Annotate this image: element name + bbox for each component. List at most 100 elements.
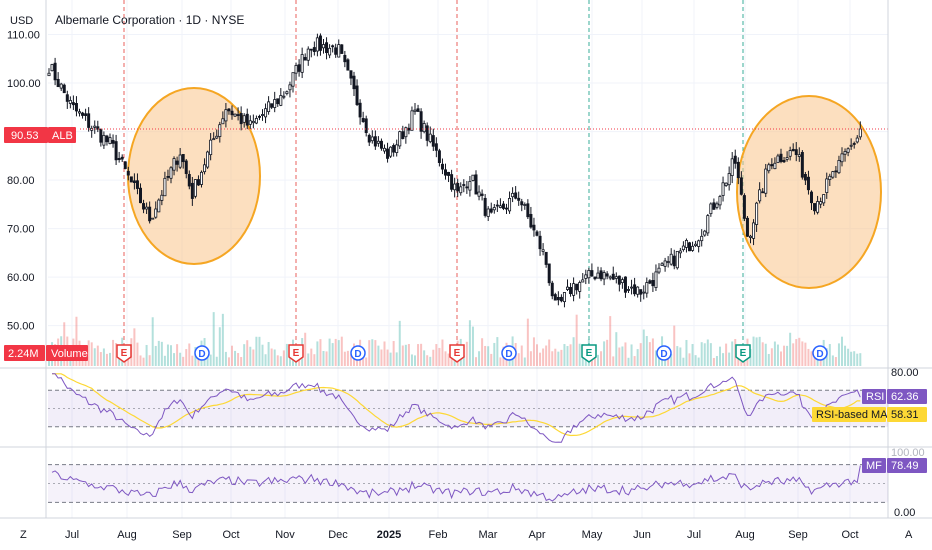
volume-bar	[368, 340, 371, 366]
candle-body	[459, 186, 463, 194]
candle-body	[675, 250, 679, 269]
rsi-value-bg	[887, 389, 927, 404]
candle-body	[193, 179, 197, 197]
candle-body	[135, 180, 139, 189]
currency-label[interactable]: USD	[10, 15, 33, 27]
candle-body	[770, 164, 774, 167]
candle-body	[843, 151, 847, 155]
rsi-pane[interactable]	[48, 373, 888, 443]
candle-body	[742, 195, 746, 219]
candle-body	[776, 155, 780, 164]
candle-body	[822, 194, 826, 204]
candle-body	[370, 136, 374, 142]
candle-body	[672, 255, 676, 267]
volume-bar	[651, 338, 654, 366]
candle-body	[358, 102, 362, 118]
volume-bar	[273, 349, 276, 366]
volume-bar	[627, 357, 630, 366]
time-tick-label: Aug	[117, 529, 137, 541]
price-tick-label: 50.00	[7, 321, 35, 333]
volume-bar	[828, 344, 831, 366]
volume-bar	[109, 352, 111, 366]
volume-bar	[706, 339, 709, 366]
dividend-marker-label: D	[816, 349, 823, 360]
volume-bar	[432, 349, 435, 366]
volume-bar	[633, 356, 636, 366]
volume-bar	[859, 353, 862, 366]
price-tick-label: 70.00	[7, 224, 35, 236]
volume-bar	[105, 353, 108, 366]
candle-body	[87, 113, 91, 128]
candle-body	[367, 134, 371, 143]
candle-body	[840, 153, 844, 163]
volume-bar	[813, 351, 816, 366]
volume-bar	[728, 352, 731, 366]
volume-bar	[304, 332, 307, 366]
candle-body	[62, 84, 66, 94]
dividend-marker-label: D	[660, 349, 667, 360]
candle-body	[724, 182, 728, 186]
volume-bar	[575, 314, 578, 366]
money-flow-pane[interactable]	[48, 464, 888, 503]
candle-body	[599, 270, 603, 280]
candle-body	[596, 272, 600, 279]
volume-bar	[426, 355, 429, 366]
volume-bar	[176, 344, 179, 366]
volume-bar	[410, 354, 413, 366]
candle-body	[489, 208, 493, 213]
candle-body	[273, 99, 277, 108]
timezone-button[interactable]: Z	[20, 529, 27, 541]
candle-body	[562, 292, 566, 303]
volume-bar	[99, 352, 102, 366]
candle-body	[688, 242, 692, 252]
volume-bar	[776, 344, 779, 366]
volume-bar	[499, 357, 502, 366]
auto-scale-button[interactable]: A	[905, 529, 913, 541]
rsi-ma-label: RSI-based MA	[816, 409, 888, 421]
candle-body	[648, 280, 652, 284]
candle-body	[553, 294, 557, 301]
candle-body	[678, 250, 682, 254]
candle-body	[706, 215, 710, 234]
volume-bar	[487, 346, 490, 366]
volume-bar	[112, 339, 115, 366]
rsi-label: RSI	[866, 391, 884, 403]
candle-body	[227, 108, 231, 112]
volume-bar	[127, 357, 130, 366]
time-axis[interactable]: Jul Aug Sep Oct Nov Dec 2025 Feb Mar Apr May Jun Jul…	[65, 529, 859, 541]
volume-value-bg	[4, 345, 45, 361]
volume-bar	[578, 343, 581, 366]
candle-body	[215, 135, 219, 139]
candle-body	[447, 171, 451, 176]
rsi-ma-value-bg	[887, 407, 927, 422]
candle-body	[410, 110, 414, 131]
candle-body	[684, 239, 688, 248]
volume-bar	[508, 356, 511, 366]
volume-bar	[801, 341, 804, 366]
candle-body	[230, 110, 234, 116]
candle-body	[755, 202, 759, 225]
volume-bar	[258, 336, 261, 366]
candle-body	[71, 102, 75, 106]
candle-body	[752, 222, 756, 239]
candle-body	[148, 206, 152, 222]
candle-body	[727, 173, 731, 186]
volume-bar	[780, 351, 782, 366]
candle-body	[160, 194, 164, 201]
candle-body	[398, 131, 402, 147]
time-tick-label: Oct	[222, 529, 239, 541]
candle-body	[53, 62, 57, 81]
mf-value-bg	[887, 458, 927, 473]
dividend-marker-icon	[194, 345, 210, 361]
volume-bar	[145, 344, 148, 366]
candle-body	[831, 171, 835, 178]
volume-bar	[154, 345, 157, 366]
candle-body	[721, 182, 725, 196]
candle-body	[849, 144, 853, 147]
candle-body	[456, 182, 460, 192]
volume-bar	[542, 348, 545, 366]
volume-bar	[569, 344, 572, 366]
volume-label: Volume	[51, 348, 88, 360]
